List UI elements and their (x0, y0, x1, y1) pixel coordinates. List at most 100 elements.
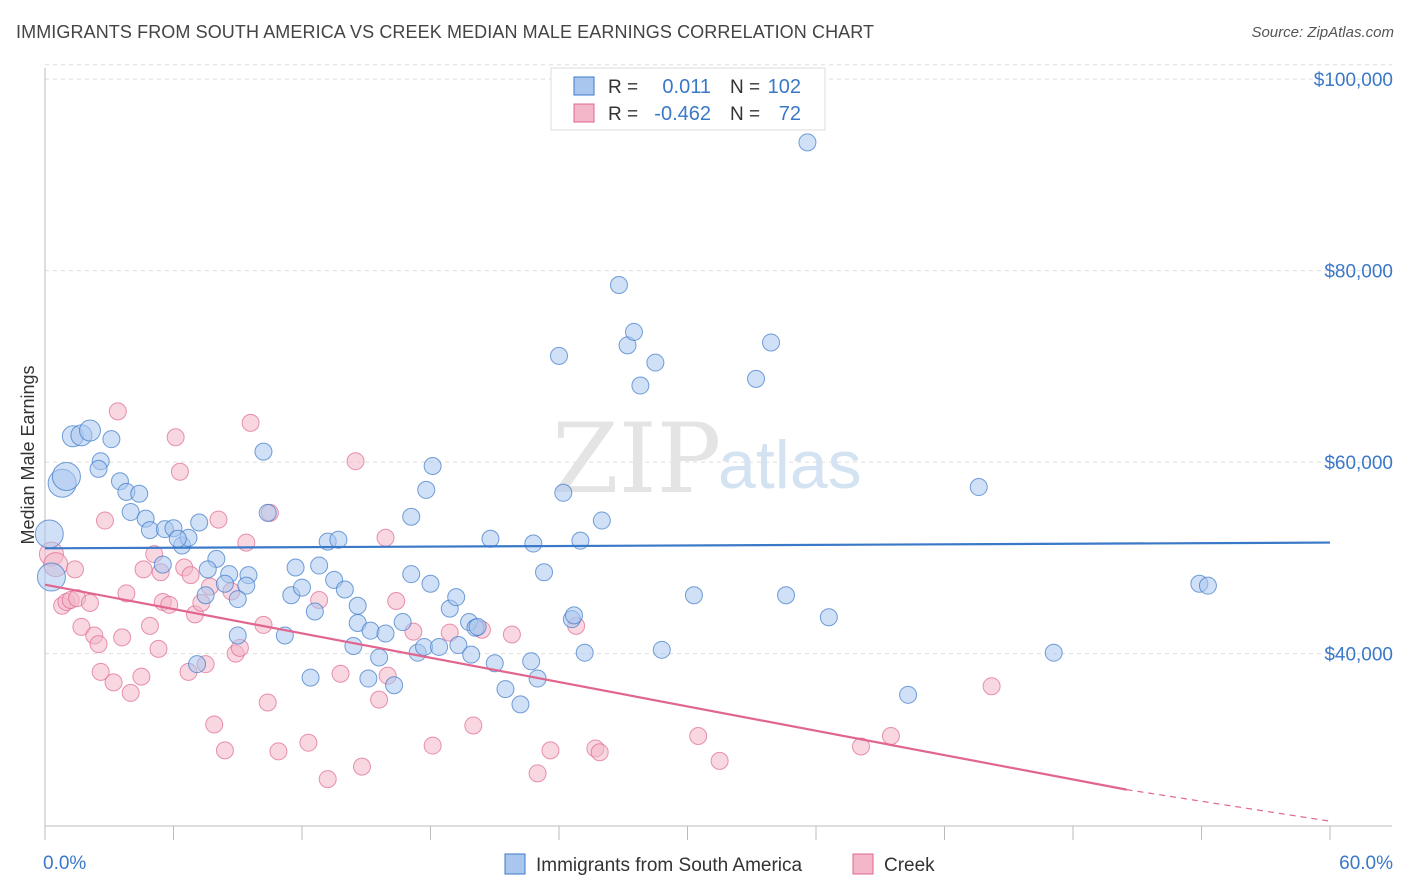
point-creek (881, 726, 900, 745)
point-immigrants (376, 624, 395, 643)
point-immigrants (819, 608, 838, 627)
point-creek (140, 616, 159, 635)
point-creek (269, 742, 288, 761)
point-immigrants (121, 502, 140, 521)
point-immigrants (762, 333, 781, 352)
point-immigrants (153, 555, 172, 574)
point-creek (258, 693, 277, 712)
point-immigrants (385, 676, 404, 695)
watermark-zip: ZIP (552, 403, 721, 515)
point-immigrants (969, 478, 988, 497)
point-creek (117, 584, 136, 603)
source-note: Source: ZipAtlas.com (1251, 24, 1394, 41)
point-immigrants (564, 606, 583, 625)
x-tick-label: 0.0% (43, 853, 86, 874)
point-immigrants (449, 636, 468, 655)
point-immigrants (286, 558, 305, 577)
point-creek (590, 743, 609, 762)
legend-swatch-pink (573, 103, 595, 123)
point-creek (181, 566, 200, 585)
point-immigrants (228, 590, 247, 609)
point-immigrants (361, 621, 380, 640)
point-immigrants (417, 480, 436, 499)
point-immigrants (550, 346, 568, 365)
point-immigrants (684, 586, 703, 605)
point-immigrants (310, 556, 329, 575)
point-creek (299, 733, 318, 752)
point-immigrants (1044, 643, 1063, 662)
point-immigrants (747, 369, 766, 388)
point-immigrants (190, 513, 209, 532)
x-tick-label: 60.0% (1339, 853, 1393, 874)
watermark-atlas: atlas (718, 427, 862, 503)
legend-swatch-creek (852, 853, 874, 875)
point-immigrants (631, 376, 650, 395)
axes (44, 68, 1392, 840)
legend-r-label-1: R = (608, 77, 638, 98)
point-immigrants (481, 529, 500, 548)
point-creek (108, 402, 127, 421)
point-creek (502, 625, 521, 644)
point-creek (72, 617, 91, 636)
point-creek (134, 560, 153, 579)
legend-label-creek: Creek (884, 855, 935, 876)
point-immigrants (102, 430, 121, 449)
point-immigrants (1198, 576, 1217, 595)
legend-r-value-2: -0.462 (654, 103, 711, 125)
legend-n-value-2: 72 (779, 103, 801, 125)
point-creek (387, 591, 406, 610)
point-immigrants (468, 617, 487, 636)
point-creek (160, 595, 179, 614)
point-immigrants (421, 574, 440, 593)
point-creek (205, 715, 224, 734)
legend-swatch-immigrants (504, 853, 526, 875)
point-immigrants (624, 322, 643, 341)
trend-line-creek (44, 583, 1127, 791)
legend-r-value-1: 0.011 (662, 76, 711, 98)
point-immigrants (592, 511, 611, 530)
point-immigrants (522, 652, 541, 671)
legend-n-value-1: 102 (768, 76, 801, 98)
trend-lines (44, 541, 1331, 822)
y-tick-labels: $40,000 $60,000 $80,000 $100,000 (1314, 70, 1393, 666)
point-immigrants (646, 353, 665, 372)
point-creek (710, 751, 729, 770)
point-creek (166, 428, 185, 447)
point-creek (121, 683, 140, 702)
point-immigrants (51, 462, 81, 492)
point-creek (370, 690, 389, 709)
point-immigrants (215, 574, 234, 593)
y-tick-label: $100,000 (1314, 70, 1393, 91)
point-immigrants (609, 276, 628, 295)
point-creek (65, 560, 84, 579)
point-immigrants (370, 648, 389, 667)
point-immigrants (447, 588, 466, 607)
point-immigrants (140, 521, 159, 540)
point-immigrants (305, 602, 324, 621)
point-creek (91, 662, 110, 681)
point-creek (352, 757, 371, 776)
legend-n-label-1: N = (730, 77, 760, 98)
point-immigrants (535, 563, 554, 582)
point-creek (149, 639, 168, 658)
point-creek (331, 664, 350, 683)
x-tick-labels: 0.0% 60.0% (43, 853, 1393, 874)
point-immigrants (402, 565, 421, 584)
point-creek (851, 737, 870, 756)
y-axis-label: Median Male Earnings (18, 365, 38, 544)
point-creek (104, 673, 123, 692)
point-immigrants (524, 534, 543, 553)
point-immigrants (402, 507, 421, 526)
point-immigrants (348, 596, 367, 615)
point-creek (170, 462, 189, 481)
point-immigrants (496, 680, 515, 699)
point-creek (89, 635, 108, 654)
point-immigrants (293, 578, 311, 597)
point-creek (215, 741, 234, 760)
point-creek (241, 413, 260, 432)
stats-legend: R = 0.011 N = 102 R = -0.462 N = 72 (550, 67, 826, 131)
legend-r-label-2: R = (608, 104, 638, 125)
y-tick-label: $80,000 (1324, 262, 1393, 283)
watermark: ZIP atlas (552, 403, 862, 515)
